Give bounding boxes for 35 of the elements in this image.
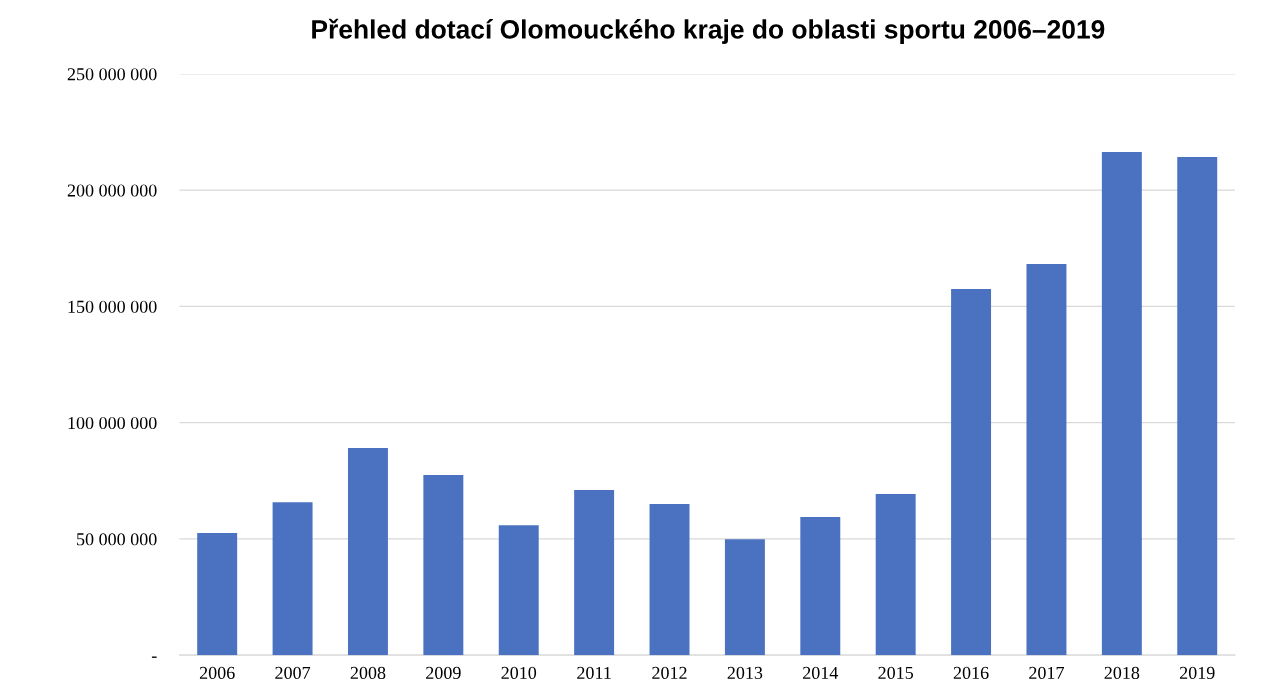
bar (724, 539, 765, 656)
bar (875, 494, 916, 656)
x-tick-label: 2009 (426, 666, 461, 679)
x-tick-label: 2018 (1104, 666, 1140, 679)
bar (347, 448, 388, 656)
y-tick-label: 50 000 000 (77, 533, 157, 546)
x-tick-label: 2010 (501, 666, 537, 679)
x-tick-label: 2014 (803, 666, 839, 679)
x-tick-label: 2008 (350, 666, 386, 679)
bar (197, 533, 238, 656)
x-tick-label: 2015 (878, 666, 914, 679)
bar (423, 474, 464, 656)
bar (498, 525, 539, 656)
y-tick-label: 100 000 000 (68, 416, 157, 430)
x-tick-label: 2013 (727, 666, 763, 679)
x-tick-label: 2016 (953, 666, 989, 679)
bar (1101, 152, 1142, 656)
bar (574, 490, 615, 656)
bar (272, 502, 313, 656)
x-tick-label: 2012 (652, 666, 687, 679)
x-tick-label: 2007 (275, 666, 311, 679)
y-tick-label: 250 000 000 (67, 68, 157, 81)
x-tick-label: 2011 (577, 666, 611, 679)
bar (1177, 156, 1218, 656)
x-tick-label: 2006 (199, 666, 235, 679)
bar (649, 504, 690, 656)
y-tick-label: 150 000 000 (68, 300, 157, 313)
bar (800, 517, 841, 656)
x-tick-label: 2017 (1029, 666, 1064, 679)
bar (951, 288, 992, 656)
y-tick-label: 200 000 000 (67, 184, 157, 197)
bar (1026, 264, 1067, 656)
y-tick-label: - (151, 656, 157, 658)
x-tick-label: 2019 (1179, 666, 1215, 679)
chart-title: Přehled dotací Olomouckého kraje do oblasti sportu 2006–2019 (312, 18, 1105, 44)
